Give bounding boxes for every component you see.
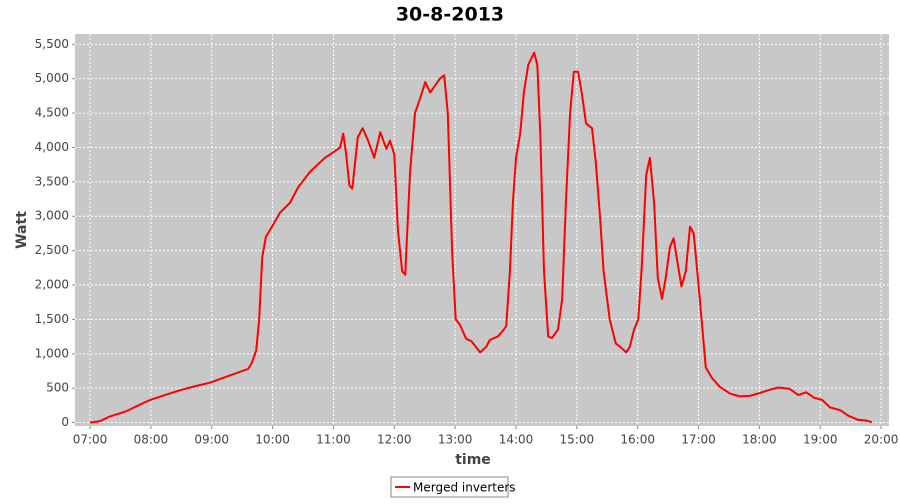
y-tick-label: 0 bbox=[61, 415, 69, 429]
x-tick-label: 20:00 bbox=[864, 433, 899, 447]
chart-title: 30-8-2013 bbox=[396, 4, 504, 26]
y-tick-label: 3,500 bbox=[35, 174, 69, 188]
x-tick-label: 12:00 bbox=[377, 433, 412, 447]
x-tick-label: 08:00 bbox=[134, 433, 169, 447]
y-tick-label: 1,000 bbox=[35, 346, 69, 360]
legend bbox=[390, 476, 509, 498]
y-tick-label: 2,000 bbox=[35, 278, 69, 292]
x-tick-label: 13:00 bbox=[438, 433, 473, 447]
y-tick-label: 4,500 bbox=[35, 106, 69, 120]
y-tick-label: 500 bbox=[46, 381, 69, 395]
x-tick-label: 09:00 bbox=[194, 433, 229, 447]
y-axis-label: Watt bbox=[14, 211, 30, 249]
x-tick-label: 11:00 bbox=[316, 433, 351, 447]
line bbox=[89, 51, 873, 424]
plot-area bbox=[75, 34, 889, 426]
x-axis-label: time bbox=[455, 452, 491, 468]
x-tick-label: 07:00 bbox=[73, 433, 108, 447]
x-tick-label: 17:00 bbox=[681, 433, 716, 447]
legend-label: Merged inverters bbox=[413, 481, 516, 495]
y-tick-label: 2,500 bbox=[35, 243, 69, 257]
y-tick-label: 5,000 bbox=[35, 71, 69, 85]
y-tick-label: 3,000 bbox=[35, 209, 69, 223]
x-tick-label: 14:00 bbox=[499, 433, 534, 447]
x-tick-label: 16:00 bbox=[620, 433, 655, 447]
x-tick-label: 15:00 bbox=[560, 433, 595, 447]
x-tick-label: 19:00 bbox=[803, 433, 838, 447]
y-tick-label: 1,500 bbox=[35, 312, 69, 326]
x-tick-label: 10:00 bbox=[255, 433, 290, 447]
y-tick-label: 4,000 bbox=[35, 140, 69, 154]
y-tick-label: 5,500 bbox=[35, 37, 69, 51]
x-tick-label: 18:00 bbox=[742, 433, 777, 447]
